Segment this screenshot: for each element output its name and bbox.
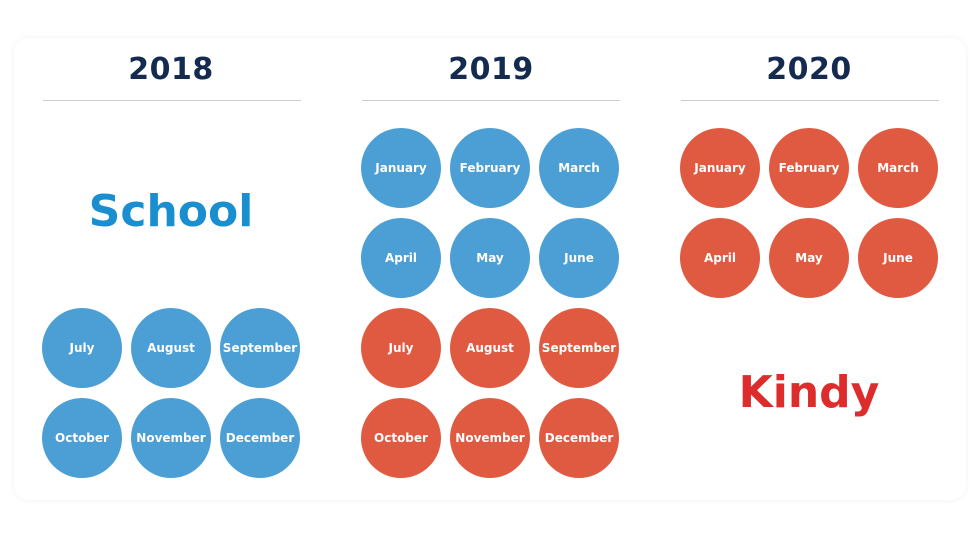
month-2019-august: August bbox=[450, 308, 530, 388]
month-2018-october: October bbox=[42, 398, 122, 478]
month-2020-april: April bbox=[680, 218, 760, 298]
month-2018-november: November bbox=[131, 398, 211, 478]
month-2018-august: August bbox=[131, 308, 211, 388]
kindy-label: Kindy bbox=[738, 367, 880, 418]
month-2020-march: March bbox=[858, 128, 938, 208]
month-2020-may: May bbox=[769, 218, 849, 298]
month-2019-september: September bbox=[539, 308, 619, 388]
month-2019-may: May bbox=[450, 218, 530, 298]
month-2018-july: July bbox=[42, 308, 122, 388]
divider-2018 bbox=[43, 100, 301, 101]
year-heading-2019: 2019 bbox=[448, 52, 534, 87]
month-2020-february: February bbox=[769, 128, 849, 208]
month-2018-september: September bbox=[220, 308, 300, 388]
month-2019-november: November bbox=[450, 398, 530, 478]
school-label: School bbox=[88, 186, 254, 237]
year-heading-2018: 2018 bbox=[128, 52, 214, 87]
year-heading-2020: 2020 bbox=[766, 52, 852, 87]
month-2019-march: March bbox=[539, 128, 619, 208]
month-2018-december: December bbox=[220, 398, 300, 478]
month-2019-february: February bbox=[450, 128, 530, 208]
month-2019-july: July bbox=[361, 308, 441, 388]
month-2020-june: June bbox=[858, 218, 938, 298]
month-2019-december: December bbox=[539, 398, 619, 478]
month-2019-october: October bbox=[361, 398, 441, 478]
month-2019-june: June bbox=[539, 218, 619, 298]
month-2019-january: January bbox=[361, 128, 441, 208]
month-2019-april: April bbox=[361, 218, 441, 298]
divider-2020 bbox=[681, 100, 939, 101]
month-2020-january: January bbox=[680, 128, 760, 208]
divider-2019 bbox=[362, 100, 620, 101]
